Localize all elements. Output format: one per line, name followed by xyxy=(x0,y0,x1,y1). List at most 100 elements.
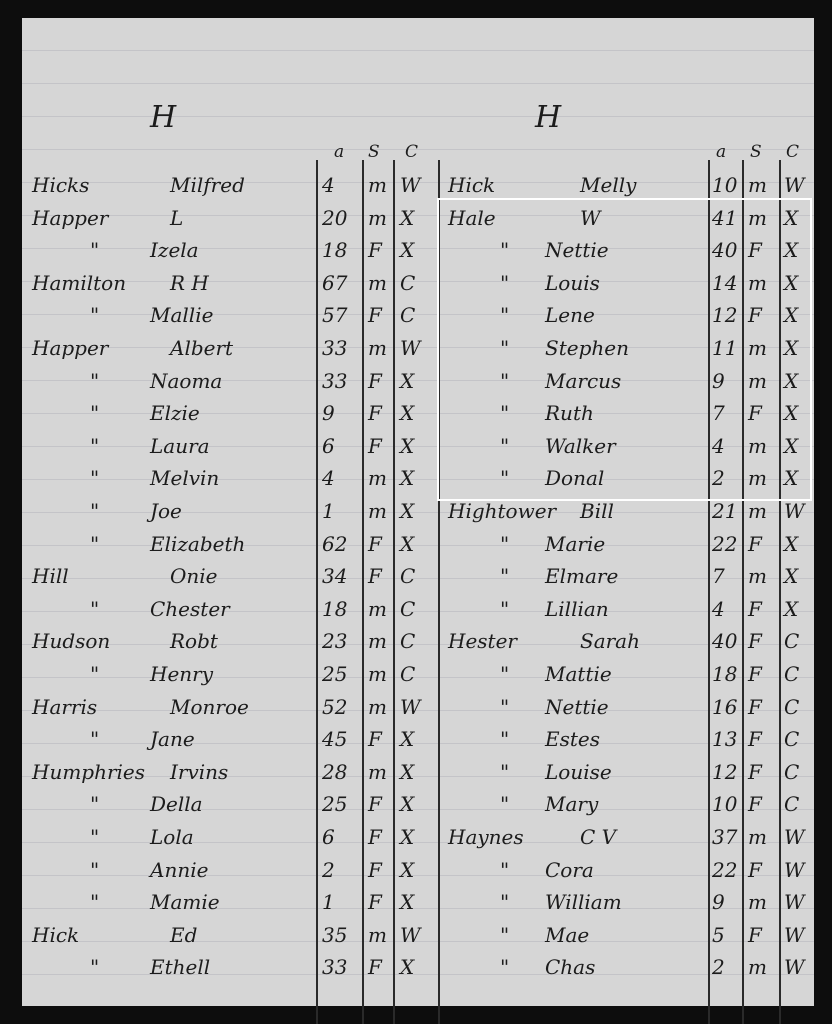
entry-age: 62 xyxy=(322,531,348,556)
entry-color: X xyxy=(784,205,799,230)
left-section-letter: H xyxy=(150,100,177,135)
entry-given-name: Elzie xyxy=(150,401,200,426)
entry-color: C xyxy=(784,662,800,686)
selection-highlight-box xyxy=(437,198,812,501)
entry-given-name: Naoma xyxy=(150,368,223,393)
entry-sex: m xyxy=(748,825,767,849)
entry-surname: Hick xyxy=(448,173,496,197)
entry-sex: F xyxy=(748,694,762,719)
entry-age: 2 xyxy=(322,857,335,882)
entry-given-name: Onie xyxy=(170,564,218,589)
entry-surname: Hale xyxy=(448,205,496,230)
entry-surname: " xyxy=(90,238,100,263)
entry-sex: m xyxy=(748,564,767,589)
entry-sex: m xyxy=(748,336,767,360)
entry-sex: F xyxy=(748,857,762,882)
entry-given-name: Laura xyxy=(150,433,210,458)
entry-color: X xyxy=(400,368,415,393)
entry-surname: " xyxy=(90,466,100,491)
entry-age: 40 xyxy=(712,238,738,263)
entry-given-name: William xyxy=(545,890,622,915)
entry-given-name: Louis xyxy=(545,270,600,295)
entry-given-name: R H xyxy=(170,270,209,295)
entry-surname: Hudson xyxy=(32,629,111,654)
entry-surname: " xyxy=(90,596,100,621)
entry-age: 2 xyxy=(712,955,725,980)
entry-sex: m xyxy=(368,694,387,719)
column-rule xyxy=(362,160,364,1024)
entry-sex: m xyxy=(748,205,767,230)
entry-sex: m xyxy=(748,433,767,458)
left-color-header: C xyxy=(405,142,419,162)
entry-age: 18 xyxy=(322,596,348,621)
entry-color: W xyxy=(784,922,805,947)
entry-sex: F xyxy=(368,303,382,328)
entry-color: X xyxy=(784,531,799,556)
entry-given-name: Melly xyxy=(580,173,637,197)
entry-surname: Happer xyxy=(32,205,109,230)
entry-color: X xyxy=(784,466,799,491)
entry-age: 20 xyxy=(322,205,348,230)
entry-color: X xyxy=(400,792,415,817)
entry-surname: " xyxy=(90,792,100,817)
entry-given-name: Jane xyxy=(150,727,195,752)
entry-given-name: Sarah xyxy=(580,629,640,654)
entry-surname: " xyxy=(90,531,100,556)
ledger-page xyxy=(22,18,814,1006)
entry-given-name: Nettie xyxy=(545,694,609,719)
entry-age: 23 xyxy=(322,629,348,654)
entry-given-name: Ethell xyxy=(150,955,211,980)
entry-sex: m xyxy=(368,662,387,686)
entry-age: 7 xyxy=(712,401,725,426)
entry-given-name: Marcus xyxy=(545,368,622,393)
entry-age: 11 xyxy=(712,336,738,360)
entry-color: C xyxy=(400,303,416,328)
entry-color: C xyxy=(400,270,416,295)
entry-surname: " xyxy=(90,401,100,426)
entry-color: W xyxy=(400,694,421,719)
entry-age: 21 xyxy=(712,499,738,523)
entry-age: 10 xyxy=(712,792,738,817)
entry-given-name: Mallie xyxy=(150,303,214,328)
column-rule xyxy=(316,160,318,1024)
entry-surname: " xyxy=(90,727,100,752)
entry-surname: Hick xyxy=(32,922,80,947)
entry-given-name: W xyxy=(580,205,601,230)
entry-given-name: Ed xyxy=(170,922,198,947)
entry-given-name: Irvins xyxy=(170,759,229,784)
entry-color: C xyxy=(400,629,416,654)
entry-surname: " xyxy=(90,890,100,915)
entry-age: 33 xyxy=(322,368,348,393)
entry-sex: F xyxy=(748,662,762,686)
entry-sex: F xyxy=(368,955,382,980)
entry-age: 34 xyxy=(322,564,348,589)
entry-given-name: Lola xyxy=(150,825,194,849)
column-rule xyxy=(393,160,395,1024)
entry-given-name: Chester xyxy=(150,596,230,621)
entry-color: X xyxy=(400,955,415,980)
entry-color: X xyxy=(400,238,415,263)
entry-color: X xyxy=(400,433,415,458)
entry-age: 22 xyxy=(712,857,738,882)
entry-color: X xyxy=(784,270,799,295)
entry-surname: " xyxy=(500,759,510,784)
entry-sex: m xyxy=(748,955,767,980)
entry-age: 25 xyxy=(322,662,348,686)
entry-age: 5 xyxy=(712,922,725,947)
entry-given-name: Elizabeth xyxy=(150,531,246,556)
entry-age: 12 xyxy=(712,303,738,328)
entry-sex: m xyxy=(368,629,387,654)
entry-age: 33 xyxy=(322,955,348,980)
entry-surname: " xyxy=(500,662,510,686)
entry-age: 4 xyxy=(712,433,725,458)
entry-surname: " xyxy=(500,792,510,817)
entry-age: 41 xyxy=(712,205,738,230)
entry-sex: m xyxy=(368,759,387,784)
entry-age: 4 xyxy=(322,466,335,491)
entry-sex: m xyxy=(748,270,767,295)
entry-given-name: Ruth xyxy=(545,401,594,426)
entry-sex: m xyxy=(748,173,767,197)
entry-color: C xyxy=(400,662,416,686)
entry-age: 25 xyxy=(322,792,348,817)
entry-age: 52 xyxy=(322,694,348,719)
